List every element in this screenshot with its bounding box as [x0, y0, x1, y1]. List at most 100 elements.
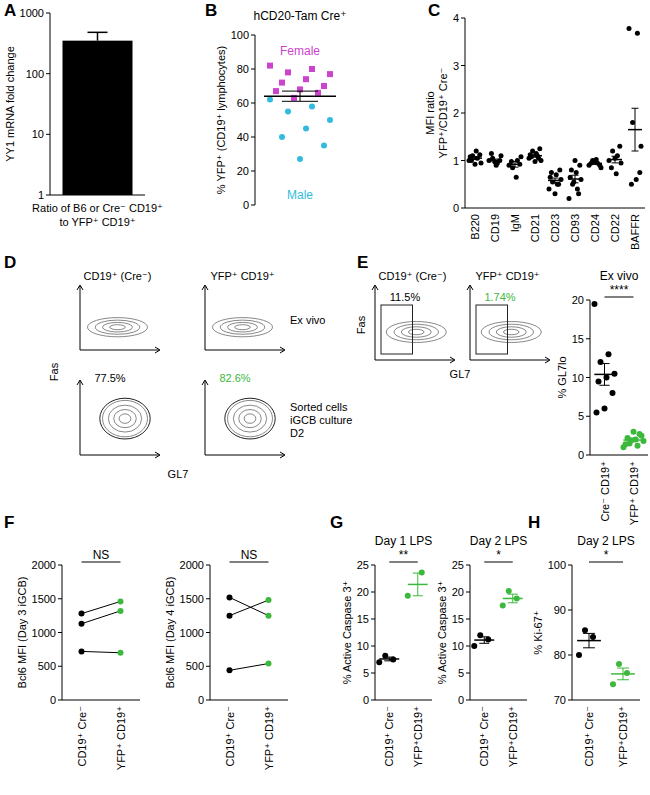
sem-cap	[632, 108, 639, 109]
y-axis-label: YY1 mRNA fold change	[4, 46, 16, 162]
data-point	[266, 661, 272, 667]
y-tick	[466, 619, 470, 620]
y-tick-label: 2000	[180, 559, 204, 571]
x-tick-label: IgM	[509, 214, 521, 232]
data-point	[79, 621, 85, 627]
panel-letter: E	[357, 253, 368, 272]
sem-bar	[572, 175, 579, 183]
y-tick-label: 4	[453, 12, 459, 24]
data-point	[629, 182, 634, 187]
plot-marks	[576, 627, 635, 687]
axis-arrow	[155, 452, 160, 458]
sem-bar	[599, 364, 609, 386]
data-point	[382, 653, 388, 659]
y-axis-label: Bcl6 MFI (Day 3 iGCB)	[16, 577, 28, 689]
plot-marks	[63, 32, 133, 195]
y-tick	[206, 598, 210, 599]
data-point	[479, 160, 484, 165]
axis-arrow	[545, 357, 550, 363]
data-point	[79, 648, 85, 654]
error-line	[97, 32, 99, 40]
plot-marks	[467, 26, 644, 201]
flow-axis	[205, 455, 284, 456]
y-axis-label: Fas	[48, 362, 60, 381]
legend-label: Male	[287, 188, 313, 202]
chart-title: Day 2 LPS	[577, 534, 634, 548]
panel-letter: C	[428, 1, 440, 20]
y-tick-label: 1500	[180, 593, 204, 605]
gate-percent: 82.6%	[219, 372, 250, 384]
contour	[239, 410, 262, 428]
y-tick	[58, 598, 62, 599]
contour	[228, 400, 273, 436]
y-tick-label: 15	[452, 613, 464, 625]
y-tick-label: 100	[231, 29, 249, 41]
y-tick-label: 0	[458, 694, 464, 706]
sem-cap	[479, 636, 489, 637]
y-tick	[206, 565, 210, 566]
y-axis-label: % Active Caspase 3⁺	[436, 580, 448, 684]
y-axis-label: YFP⁺/CD19⁺ Cre⁻	[437, 67, 449, 158]
contour	[394, 324, 438, 340]
data-point	[514, 175, 519, 180]
sem-bar	[612, 156, 619, 163]
data-point	[596, 378, 602, 384]
data-point	[634, 177, 639, 182]
data-point	[327, 71, 333, 77]
sem-cap	[508, 594, 518, 595]
sem-cap	[479, 643, 489, 644]
paired-line	[230, 600, 269, 616]
panel-letter: F	[4, 513, 14, 532]
paired-line	[230, 597, 269, 615]
x-tick-label: CD19⁺ Cre⁻	[76, 706, 88, 767]
y-tick-label: 80	[554, 649, 566, 661]
sem-line	[417, 573, 418, 596]
x-tick-label: CD19	[489, 214, 501, 242]
sem-cap	[384, 660, 394, 661]
y-tick	[568, 565, 572, 566]
gate-percent: 77.5%	[94, 372, 125, 384]
x-tick-label: CD24	[589, 214, 601, 242]
contour	[103, 322, 133, 332]
y-tick-label: 500	[38, 660, 56, 672]
data-point	[635, 31, 640, 36]
axis-arrow	[202, 285, 208, 290]
y-tick-label: 10	[32, 128, 44, 140]
sem-bar	[508, 594, 518, 603]
sem-cap	[632, 151, 639, 152]
y-tick-label: 70	[554, 694, 566, 706]
x-tick-label: YFP⁺ CD19⁺	[115, 706, 127, 770]
y-tick-label: 80	[237, 63, 249, 75]
data-point	[118, 608, 124, 614]
sem-bar	[592, 162, 599, 164]
data-point	[553, 191, 558, 196]
data-point	[610, 149, 615, 154]
data-point	[614, 171, 619, 176]
data-point	[405, 593, 411, 599]
x-tick-label: YFP⁺CD19⁺	[412, 706, 424, 767]
data-point	[473, 162, 478, 167]
y-tick-label: 0	[363, 694, 369, 706]
data-point	[616, 661, 622, 667]
gate	[476, 305, 508, 354]
contour	[103, 400, 148, 436]
gate	[225, 398, 275, 439]
y-tick	[461, 208, 465, 209]
error-bar	[88, 32, 108, 40]
y-tick-label: 0	[243, 199, 249, 211]
x-tick-label: CD19⁺ Cre⁻	[478, 706, 490, 767]
data-point	[500, 603, 506, 609]
axis-arrow	[155, 347, 160, 353]
data-point	[267, 97, 273, 103]
data-point	[267, 63, 273, 69]
row-label: Ex vivo	[290, 314, 325, 326]
y-tick	[586, 338, 590, 339]
significance-label: **	[399, 548, 409, 562]
y-tick	[58, 565, 62, 566]
column-title: YFP⁺ CD19⁺	[475, 270, 539, 282]
contour	[233, 405, 266, 432]
sem-cap	[552, 182, 559, 183]
sem-bar	[282, 91, 318, 101]
data-point	[576, 191, 581, 196]
axis-arrow	[77, 380, 83, 385]
